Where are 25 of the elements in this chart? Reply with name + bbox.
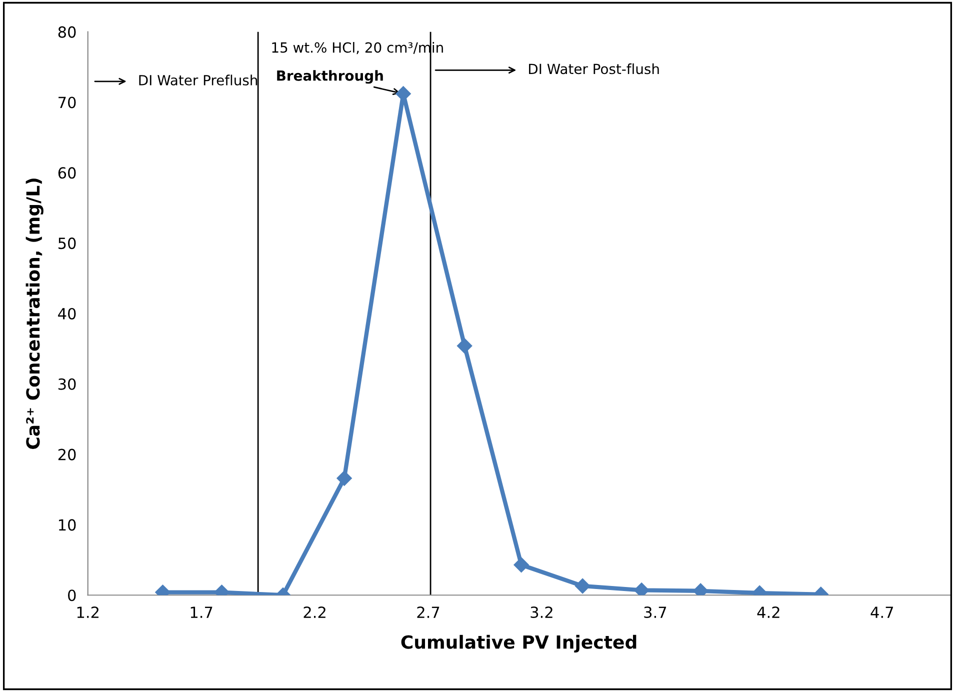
x-tick-label: 4.7 bbox=[870, 606, 893, 618]
x-tick-label: 1.7 bbox=[190, 606, 212, 618]
y-tick-label: 0 bbox=[68, 590, 76, 602]
y-tick-label: 40 bbox=[58, 308, 76, 320]
y-axis-title: Ca²⁺ Concentration, (mg/L) bbox=[26, 178, 44, 449]
point bbox=[336, 470, 352, 486]
y-tick-label: 50 bbox=[58, 238, 76, 250]
y-tick-label: 10 bbox=[58, 519, 76, 531]
x-tick-label: 3.2 bbox=[530, 606, 552, 618]
y-tick-label: 60 bbox=[58, 167, 76, 179]
point bbox=[457, 338, 472, 354]
y-tick-label: 20 bbox=[58, 448, 76, 460]
x-axis-title: Cumulative PV Injected bbox=[401, 634, 636, 653]
point bbox=[634, 582, 650, 596]
x-tick-label: 1.2 bbox=[77, 606, 98, 618]
x-tick-label: 3.7 bbox=[644, 606, 666, 618]
x-tick-label: 2.2 bbox=[304, 606, 326, 618]
x-tick-label: 2.7 bbox=[417, 606, 440, 618]
annotation: DI Water Post-flush bbox=[529, 63, 659, 74]
x-tick-label: 4.2 bbox=[757, 606, 780, 618]
annotation: DI Water Preflush bbox=[139, 74, 258, 86]
y-tick-label: 70 bbox=[58, 96, 76, 108]
y-tick-label: 80 bbox=[58, 26, 76, 38]
annotation: Breakthrough bbox=[277, 70, 383, 84]
y-tick-label: 30 bbox=[58, 378, 76, 390]
